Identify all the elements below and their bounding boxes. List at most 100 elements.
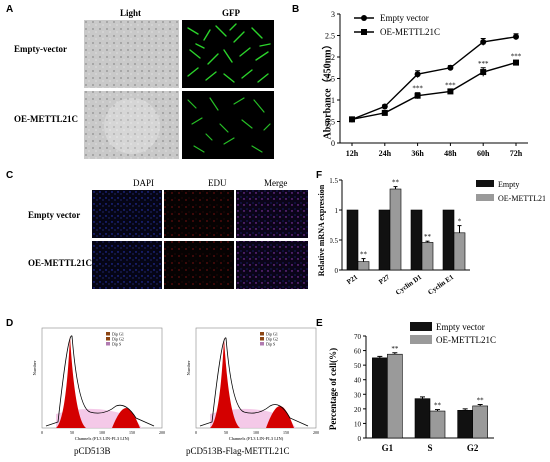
e-significance: ** — [434, 402, 442, 410]
hist-pcd513b-flag-trace — [199, 337, 309, 427]
hist-pcd513b-flag-x-tick-label: 100 — [253, 430, 259, 435]
panel-d-caption-1: pCD513B — [74, 446, 111, 456]
e-y-tick-label: 50 — [354, 362, 362, 370]
panel-c-row-empty: Empty vector — [28, 210, 81, 220]
panel-c-col-edu: EDU — [208, 178, 227, 188]
panel-c-micrographs — [92, 190, 308, 289]
hist-pcd513b-x-tick-label: 200 — [159, 430, 165, 435]
hist-pcd513b-flag-g2-peak — [266, 406, 294, 428]
b-y-tick-label: 2.5 — [325, 32, 335, 41]
hist-pcd513b-flag-legend-label: Dip G1 — [266, 332, 278, 337]
hist-pcd513b-legend-swatch — [106, 337, 110, 341]
b-point — [447, 88, 454, 95]
hist-pcd513b-x-tick-label: 100 — [99, 430, 105, 435]
hist-pcd513b-x-axis-label: Channels (FL3 LIN-FL3 LIN) — [75, 436, 130, 441]
merge-oe-image — [236, 241, 308, 289]
f-bar-1 — [357, 261, 370, 271]
merge-empty-image — [236, 190, 308, 238]
panel-b-letter: B — [292, 4, 300, 15]
e-bar-0 — [372, 357, 388, 439]
panel-c-col-dapi: DAPI — [133, 178, 155, 188]
hist-pcd513b-x-tick-label: 0 — [41, 430, 43, 435]
panel-e-letter: E — [316, 318, 323, 329]
f-significance: ** — [360, 251, 368, 259]
panel-a-col-gfp: GFP — [222, 8, 240, 18]
e-x-tick-label: S — [427, 443, 432, 453]
e-y-tick-label: 70 — [354, 333, 362, 341]
b-x-tick-label: 24h — [379, 149, 392, 158]
b-point — [480, 38, 487, 45]
f-y-tick-label: 0 — [335, 267, 339, 275]
hist-pcd513b-flag-x-tick-label: 150 — [283, 430, 289, 435]
panel-c-row-oe: OE-METTL21C — [28, 258, 93, 268]
panel-f-letter: F — [316, 170, 323, 181]
chart-e: 0 10 20 30 40 50 60 70 ** G1 ** S ** G2 Empty vector OE… — [354, 322, 496, 453]
b-x-tick-label: 12h — [346, 149, 359, 158]
f-legend-label-1: OE-METTL21C — [498, 194, 545, 203]
f-bar-1 — [389, 188, 402, 271]
b-point — [414, 71, 421, 78]
e-bar-1 — [387, 353, 403, 439]
b-point — [414, 92, 421, 99]
f-legend-swatch-1 — [476, 194, 494, 201]
b-point — [513, 33, 519, 40]
panel-f-ylabel: Relative mRNA expression — [317, 184, 327, 277]
hist-pcd513b-y-axis-label: Number — [32, 360, 37, 375]
e-y-tick-label: 30 — [354, 391, 362, 399]
f-x-tick-label: Cyclin D1 — [394, 273, 423, 297]
f-bar-0 — [442, 209, 455, 271]
e-legend-label-1: OE-METTL21C — [436, 335, 496, 345]
b-point — [349, 116, 355, 123]
f-legend-label-0: Empty — [498, 180, 519, 189]
f-bar-1 — [421, 242, 434, 271]
b-point — [480, 69, 487, 76]
f-y-tick-label: 0.5 — [330, 237, 339, 245]
panel-a-row-empty: Empty-vector — [14, 44, 67, 54]
b-legend-marker-0 — [361, 15, 367, 21]
f-bar-0 — [346, 209, 359, 271]
hist-pcd513b-trace — [45, 335, 155, 427]
f-bar-0 — [410, 209, 423, 271]
f-significance: ** — [392, 179, 400, 187]
b-point — [381, 103, 388, 110]
f-bar-0 — [378, 209, 391, 271]
f-legend-swatch-0 — [476, 180, 494, 187]
f-y-tick-label: 1 — [335, 207, 339, 215]
light-empty-image — [84, 20, 179, 88]
hist-pcd513b-flag-legend-label: Dip S — [266, 342, 275, 347]
edu-empty-image — [164, 190, 234, 238]
hist-pcd513b-legend-swatch — [106, 342, 110, 346]
b-y-tick-label: 2 — [331, 53, 335, 62]
hist-pcd513b-flag-legend-swatch — [260, 337, 264, 341]
panel-c-col-merge: Merge — [264, 178, 288, 188]
e-legend-swatch-1 — [410, 335, 432, 344]
f-x-tick-label: P27 — [377, 273, 391, 286]
b-point — [381, 109, 388, 116]
f-bar-1 — [453, 232, 466, 271]
e-legend-swatch-0 — [410, 322, 432, 331]
b-x-tick-label: 36h — [411, 149, 424, 158]
panel-c-letter: C — [6, 170, 14, 181]
light-oe-image — [84, 91, 179, 159]
e-bar-1 — [472, 405, 488, 439]
b-significance: *** — [478, 60, 489, 68]
panel-a-col-light: Light — [120, 8, 142, 18]
b-legend-label-0: Empty vector — [380, 13, 429, 23]
b-significance: *** — [412, 85, 423, 93]
chart-f: 0 0.5 1 1.5 ** P21 ** P27 ** Cyclin D1 * Cyclin E1 E… — [330, 177, 545, 297]
b-point — [447, 64, 454, 71]
e-bar-0 — [457, 410, 473, 439]
b-series-line-0 — [351, 36, 517, 121]
f-x-tick-label: P21 — [345, 273, 359, 286]
b-y-tick-label: 1 — [331, 96, 335, 105]
hist-pcd513b-legend-label: Dip G2 — [112, 337, 124, 342]
e-significance: ** — [477, 396, 485, 404]
panel-a-letter: A — [6, 4, 14, 15]
e-y-tick-label: 20 — [354, 406, 362, 414]
b-point — [513, 59, 519, 66]
e-x-tick-label: G1 — [382, 443, 394, 453]
hist-pcd513b-flag-legend-label: Dip G2 — [266, 337, 278, 342]
hist-pcd513b-legend-swatch — [106, 332, 110, 336]
hist-pcd513b-flag-y-axis-label: Number — [186, 360, 191, 375]
e-y-tick-label: 60 — [354, 348, 362, 356]
